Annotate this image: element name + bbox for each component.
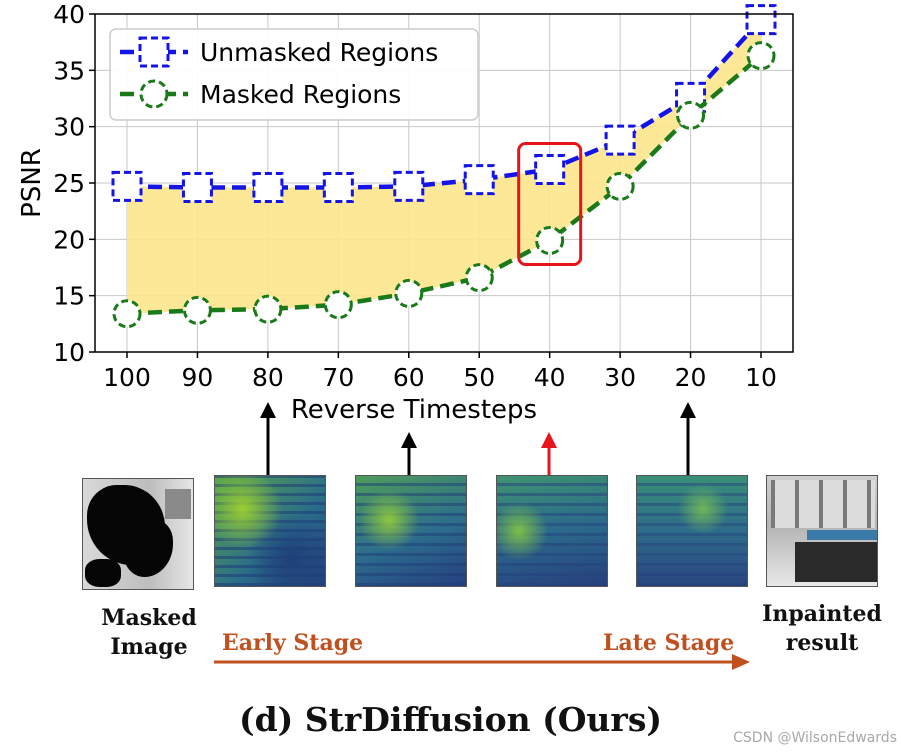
timestep-arrows: [214, 402, 750, 670]
data-point: [745, 4, 777, 36]
axes: 100 90 80 70 60 50 40 30 20 10 10 15 20 25 30 35 40 Rever…: [17, 0, 794, 425]
highlight-box-layer: [517, 141, 583, 266]
x-tick-label: 50: [463, 363, 495, 392]
x-tick-label: 80: [252, 363, 284, 392]
legend-label: Masked Regions: [200, 80, 401, 109]
timestep-heatmap-80: [214, 475, 326, 587]
inpainted-result-thumbnail: [766, 475, 878, 587]
legend-label: Unmasked Regions: [200, 38, 438, 67]
data-point: [112, 299, 142, 329]
y-tick-label: 35: [53, 56, 85, 85]
x-tick-label: 90: [182, 363, 214, 392]
masked-image-label: Masked Image: [101, 605, 197, 660]
timestep-heatmap-70: [355, 475, 467, 587]
mask-blob: [165, 489, 191, 519]
mask-blob: [123, 519, 173, 577]
series-layer: [111, 4, 777, 329]
data-point: [322, 172, 354, 204]
data-point: [464, 263, 494, 293]
y-tick-label: 10: [53, 338, 85, 367]
y-tick-label: 15: [53, 282, 85, 311]
data-point: [535, 225, 565, 255]
legend-box: [109, 28, 479, 121]
data-point: [463, 164, 495, 196]
series-line: [126, 53, 763, 316]
early-stage-label: Early Stage: [222, 630, 364, 656]
legend: Unmasked Regions Masked Regions: [109, 28, 479, 121]
shop-sign: [807, 530, 877, 540]
x-tick-label: 10: [745, 363, 777, 392]
shop-front: [795, 542, 877, 582]
mask-blob: [85, 559, 121, 587]
data-point: [182, 295, 212, 325]
y-tick-label: 20: [53, 225, 85, 254]
data-point: [604, 124, 636, 156]
x-tick-label: 20: [675, 363, 707, 392]
y-tick-label: 25: [53, 169, 85, 198]
data-point: [253, 294, 283, 324]
x-tick-label: 30: [604, 363, 636, 392]
x-tick-label: 60: [393, 363, 425, 392]
data-point: [393, 170, 425, 202]
data-point: [252, 172, 284, 204]
timestep-arrow-head: [401, 432, 417, 448]
data-point: [323, 290, 353, 320]
data-point: [676, 100, 706, 130]
x-tick-label: 40: [534, 363, 566, 392]
timestep-heatmap-40: [496, 475, 608, 587]
timestep-heatmap-20: [636, 475, 748, 587]
legend-marker: [139, 79, 169, 109]
data-point: [534, 153, 566, 185]
inpainted-result-label: Inpainted result: [762, 601, 882, 656]
data-point: [111, 170, 143, 202]
fill-between-area: [127, 19, 761, 314]
legend-marker: [138, 36, 170, 68]
y-tick-label: 40: [53, 0, 85, 29]
timestep-arrow-head: [680, 402, 696, 418]
highlight-box: [517, 141, 583, 266]
figure-caption: (d) StrDiffusion (Ours): [238, 700, 663, 739]
y-tick-label: 30: [53, 113, 85, 142]
data-point: [605, 171, 635, 201]
data-point: [746, 41, 776, 71]
watermark: CSDN @WilsonEdwards: [733, 730, 897, 746]
timestep-arrow-head: [260, 402, 276, 418]
x-axis-label: Reverse Timesteps: [291, 395, 537, 425]
masked-image-thumbnail: [82, 478, 194, 590]
series-line: [126, 18, 763, 190]
x-tick-label: 70: [322, 363, 354, 392]
timestep-arrow-head: [541, 432, 557, 448]
window-grid: [771, 480, 875, 528]
fill-between-region: [127, 19, 761, 314]
x-tick-label: 100: [103, 363, 151, 392]
y-axis-label: PSNR: [17, 148, 47, 218]
stage-arrow-head: [732, 654, 750, 670]
data-point: [394, 278, 424, 308]
late-stage-label: Late Stage: [603, 630, 735, 656]
data-point: [181, 172, 213, 204]
